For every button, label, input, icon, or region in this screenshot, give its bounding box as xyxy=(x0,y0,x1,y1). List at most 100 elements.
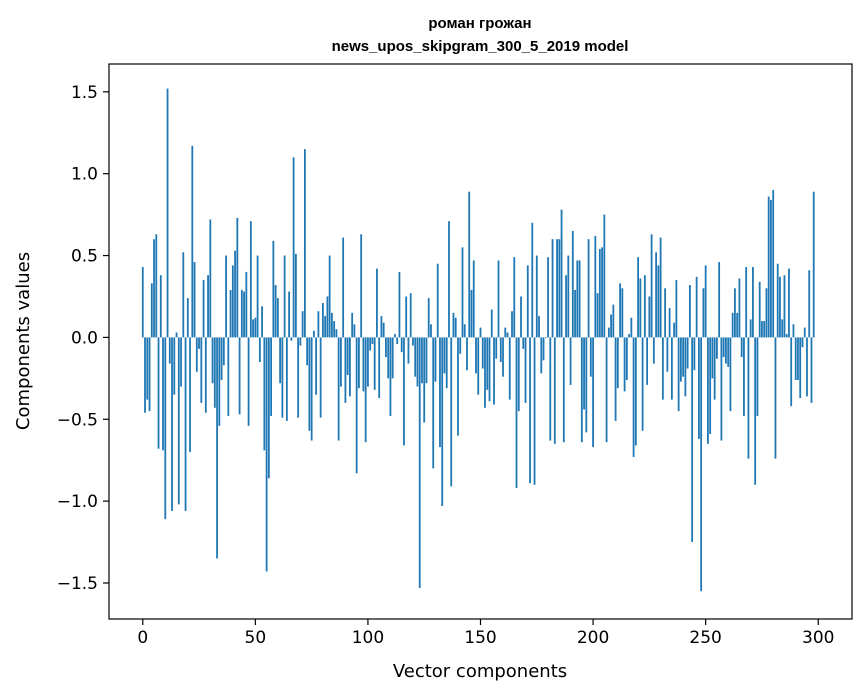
bar xyxy=(641,337,644,431)
bar xyxy=(247,337,250,426)
bar xyxy=(184,337,187,511)
bar xyxy=(679,337,682,382)
bar xyxy=(625,337,628,380)
bar xyxy=(403,337,405,446)
bar xyxy=(292,157,295,338)
bar xyxy=(614,337,617,421)
bar xyxy=(806,337,808,397)
bar xyxy=(788,268,790,338)
bar xyxy=(207,275,209,338)
bar xyxy=(526,265,529,338)
bar xyxy=(684,337,687,397)
bar xyxy=(551,239,554,338)
bar xyxy=(603,214,606,338)
bar xyxy=(639,278,642,338)
bar xyxy=(310,337,313,441)
bar xyxy=(558,239,561,338)
bar xyxy=(758,281,761,338)
bar xyxy=(661,337,664,400)
bar xyxy=(810,337,813,403)
bar xyxy=(740,337,743,358)
bar xyxy=(736,312,739,338)
bar xyxy=(301,311,304,338)
x-tick-label: 250 xyxy=(689,628,721,648)
bar xyxy=(267,337,270,479)
bar xyxy=(378,337,381,398)
bar xyxy=(261,306,263,338)
bar xyxy=(781,319,784,338)
bar xyxy=(779,276,781,338)
bar xyxy=(490,309,493,338)
bar xyxy=(308,337,311,431)
x-tick-label: 50 xyxy=(245,628,267,648)
bar xyxy=(657,265,660,338)
bar xyxy=(720,337,723,441)
bar xyxy=(279,337,282,384)
bar xyxy=(376,268,378,338)
bar xyxy=(166,88,169,338)
bar xyxy=(209,219,212,338)
bar xyxy=(704,265,707,338)
bar xyxy=(272,240,275,338)
bar xyxy=(677,337,680,412)
axes-group: 0 50 100 150 200 250 300 1.5 1.0 0.5 0.0 −0.5 −1.0 −1… xyxy=(57,63,853,648)
bar xyxy=(643,275,646,338)
bar xyxy=(443,337,446,374)
bar xyxy=(220,337,223,380)
bar xyxy=(794,337,797,380)
bar xyxy=(520,296,522,338)
bar xyxy=(355,337,358,474)
bar xyxy=(276,298,279,338)
bar xyxy=(150,283,153,338)
bar xyxy=(299,337,302,346)
bar xyxy=(673,322,676,338)
bar xyxy=(499,337,502,362)
bar xyxy=(803,327,806,338)
bar xyxy=(303,149,306,338)
bar xyxy=(756,337,759,416)
bar xyxy=(171,337,173,511)
bar xyxy=(177,337,180,505)
bar xyxy=(254,317,257,338)
bar xyxy=(222,337,225,366)
bar xyxy=(576,260,579,338)
bar xyxy=(725,337,727,364)
bar xyxy=(263,337,266,451)
x-tick-label: 200 xyxy=(577,628,609,648)
bar xyxy=(326,296,329,338)
bar xyxy=(331,312,333,338)
bar xyxy=(589,337,592,377)
bar xyxy=(346,337,349,376)
y-tick-label: 0.5 xyxy=(71,247,98,267)
bar xyxy=(743,337,745,416)
bar xyxy=(634,337,637,446)
x-tick-label: 0 xyxy=(137,628,148,648)
bar xyxy=(549,337,552,441)
bar xyxy=(418,337,421,588)
bar xyxy=(502,337,504,377)
bar xyxy=(362,337,365,392)
bar xyxy=(682,337,685,377)
bar xyxy=(180,337,182,387)
bar xyxy=(297,337,300,418)
bar xyxy=(812,191,815,338)
bar xyxy=(328,255,331,338)
bar xyxy=(607,327,610,338)
bar xyxy=(524,337,527,403)
bar xyxy=(718,262,721,338)
bar xyxy=(574,289,576,338)
bar xyxy=(691,337,694,543)
bar xyxy=(265,337,268,572)
bar xyxy=(146,337,149,400)
bar xyxy=(596,293,599,338)
bar xyxy=(173,337,176,395)
bar xyxy=(713,337,716,400)
bar xyxy=(369,337,372,351)
bar xyxy=(508,337,511,400)
bar xyxy=(324,316,327,338)
bar xyxy=(441,337,444,507)
bar xyxy=(648,296,651,338)
bar xyxy=(234,250,236,338)
bar xyxy=(454,317,457,338)
